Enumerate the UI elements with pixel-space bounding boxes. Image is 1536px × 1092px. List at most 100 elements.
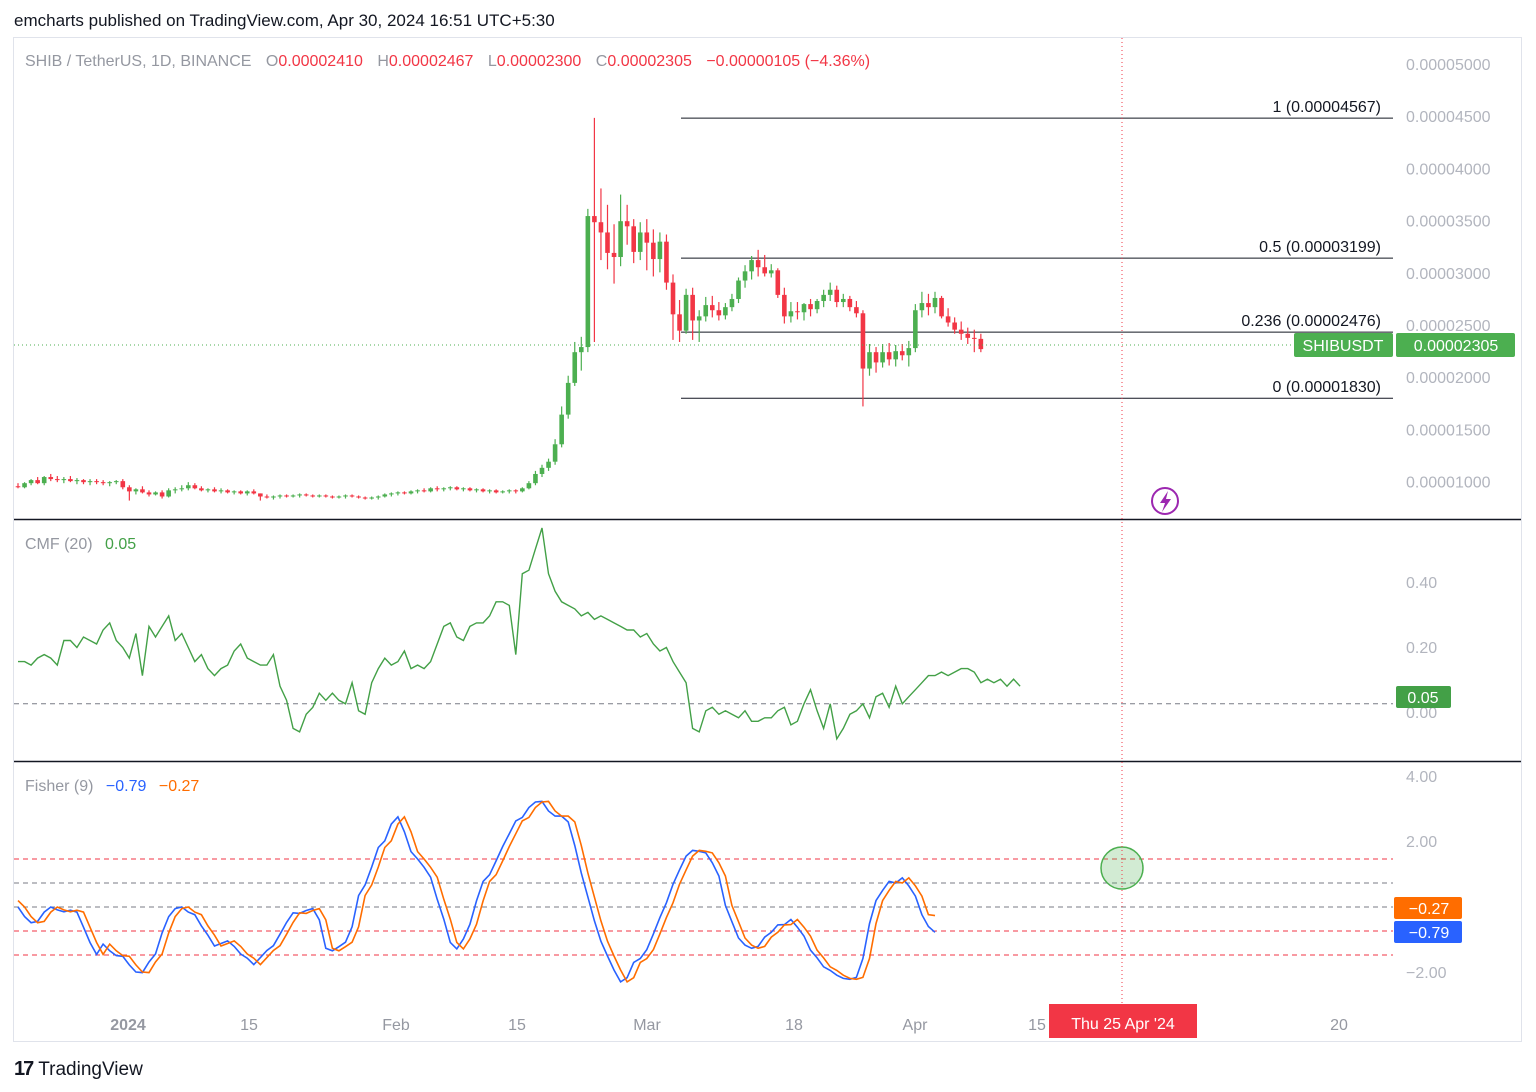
- fib-level-label: 0 (0.00001830): [1272, 379, 1381, 396]
- overlay: [14, 38, 1292, 1004]
- candle-body: [546, 461, 551, 468]
- time-tick-label: 2024: [110, 1017, 146, 1034]
- candle-body: [539, 467, 545, 474]
- candle-body: [579, 347, 584, 353]
- candle-body: [696, 316, 702, 321]
- candle-body: [768, 270, 774, 274]
- fisher-tick-label: 2.00: [1406, 834, 1437, 851]
- candle-body: [179, 488, 185, 490]
- svg-text:Fisher (9) −0.79 −0.27: Fisher (9) −0.79 −0.27: [25, 778, 199, 795]
- price-tick-label: 0.00004500: [1406, 109, 1491, 126]
- legend-open: 0.00002410: [278, 53, 363, 70]
- candle-body: [212, 489, 217, 492]
- last-price-label: 0.00002305: [1414, 338, 1499, 355]
- candle-body: [146, 492, 152, 495]
- candle-body: [238, 491, 243, 494]
- fisher-tick-label: 4.00: [1406, 769, 1437, 786]
- candle-body: [395, 492, 401, 494]
- candle-body: [834, 289, 840, 303]
- candle-body: [343, 495, 348, 497]
- candle-body: [710, 305, 715, 311]
- candle-body: [467, 488, 473, 491]
- time-tick-label: 15: [1028, 1017, 1046, 1034]
- candle-body: [736, 280, 741, 299]
- candle-body: [644, 232, 650, 243]
- candle-body: [821, 294, 826, 302]
- candle-body: [493, 490, 499, 493]
- price-tick-label: 0.00001000: [1406, 475, 1491, 492]
- candle-body: [487, 490, 492, 492]
- candle-body: [402, 492, 407, 494]
- candle-body: [677, 314, 682, 331]
- svg-text:SHIB / TetherUS, 1D, BINANCE: SHIB / TetherUS, 1D, BINANCE O0.00002410…: [25, 53, 870, 70]
- candle-body: [375, 496, 381, 498]
- cmf-tick-label: 0.00: [1406, 705, 1437, 722]
- candle-body: [762, 267, 767, 274]
- candle-body: [317, 495, 322, 497]
- candle-body: [782, 294, 787, 317]
- candle-body: [48, 477, 54, 480]
- fib-retracement[interactable]: 1 (0.00004567) 0.5 (0.00003199) 0.236 (0.0…: [681, 99, 1393, 399]
- candle-body: [899, 351, 905, 356]
- candle-body: [22, 483, 27, 488]
- candle-body: [847, 298, 853, 308]
- candle-body: [408, 491, 414, 494]
- candle-body: [637, 232, 643, 252]
- candle-body: [15, 486, 21, 488]
- candle-body: [303, 494, 309, 496]
- candle-body: [965, 333, 971, 338]
- legend-o-label: O: [266, 53, 278, 70]
- candle-body: [336, 496, 342, 498]
- price-candles: [15, 117, 984, 501]
- price-tick-label: 0.00003000: [1406, 266, 1491, 283]
- crosshair-date-tag: [1049, 1004, 1197, 1038]
- lightning-icon[interactable]: [1151, 487, 1179, 515]
- fib-level-label: 1 (0.00004567): [1272, 99, 1381, 116]
- candle-body: [428, 488, 433, 492]
- candle-body: [231, 491, 237, 493]
- candle-body: [755, 260, 761, 268]
- candle-body: [749, 260, 754, 272]
- candle-body: [480, 489, 486, 492]
- time-tick-label: 15: [240, 1017, 258, 1034]
- price-tick-label: 0.00004000: [1406, 161, 1491, 178]
- candle-body: [880, 352, 885, 363]
- fisher-trigger-line: [17, 800, 936, 984]
- candle-body: [801, 304, 807, 313]
- cmf-line: [18, 527, 1021, 741]
- candle-body: [939, 297, 944, 317]
- cmf-tag-label: 0.05: [1407, 690, 1438, 707]
- cmf-pane: [14, 527, 1393, 741]
- candle-body: [74, 480, 80, 482]
- candle-body: [153, 492, 158, 495]
- candle-body: [166, 490, 171, 497]
- price-tick-label: 0.00002500: [1406, 318, 1491, 335]
- candle-body: [513, 490, 519, 492]
- candle-body: [35, 480, 40, 484]
- candle-body: [611, 252, 617, 258]
- time-tick-label: Mar: [633, 1017, 661, 1034]
- candle-body: [690, 294, 695, 321]
- footer-brand[interactable]: 17 TradingView: [14, 1058, 143, 1081]
- candle-body: [264, 496, 270, 498]
- candle-body: [729, 298, 735, 308]
- candle-body: [81, 480, 86, 483]
- candle-body: [140, 489, 145, 493]
- candle-body: [218, 490, 224, 492]
- candle-body: [415, 490, 420, 492]
- candle-body: [107, 482, 112, 484]
- candle-body: [474, 489, 479, 491]
- candle-body: [290, 495, 296, 497]
- candle-body: [631, 226, 636, 252]
- candle-body: [369, 497, 374, 499]
- candle-body: [113, 481, 119, 483]
- symbol-tag: [1294, 333, 1393, 357]
- candle-body: [421, 490, 427, 492]
- candle-body: [683, 294, 689, 331]
- candle-body: [716, 310, 722, 316]
- crosshair-date-label: Thu 25 Apr '24: [1071, 1016, 1175, 1033]
- candle-body: [592, 216, 597, 223]
- candle-body: [893, 351, 898, 360]
- candle-body: [461, 488, 466, 490]
